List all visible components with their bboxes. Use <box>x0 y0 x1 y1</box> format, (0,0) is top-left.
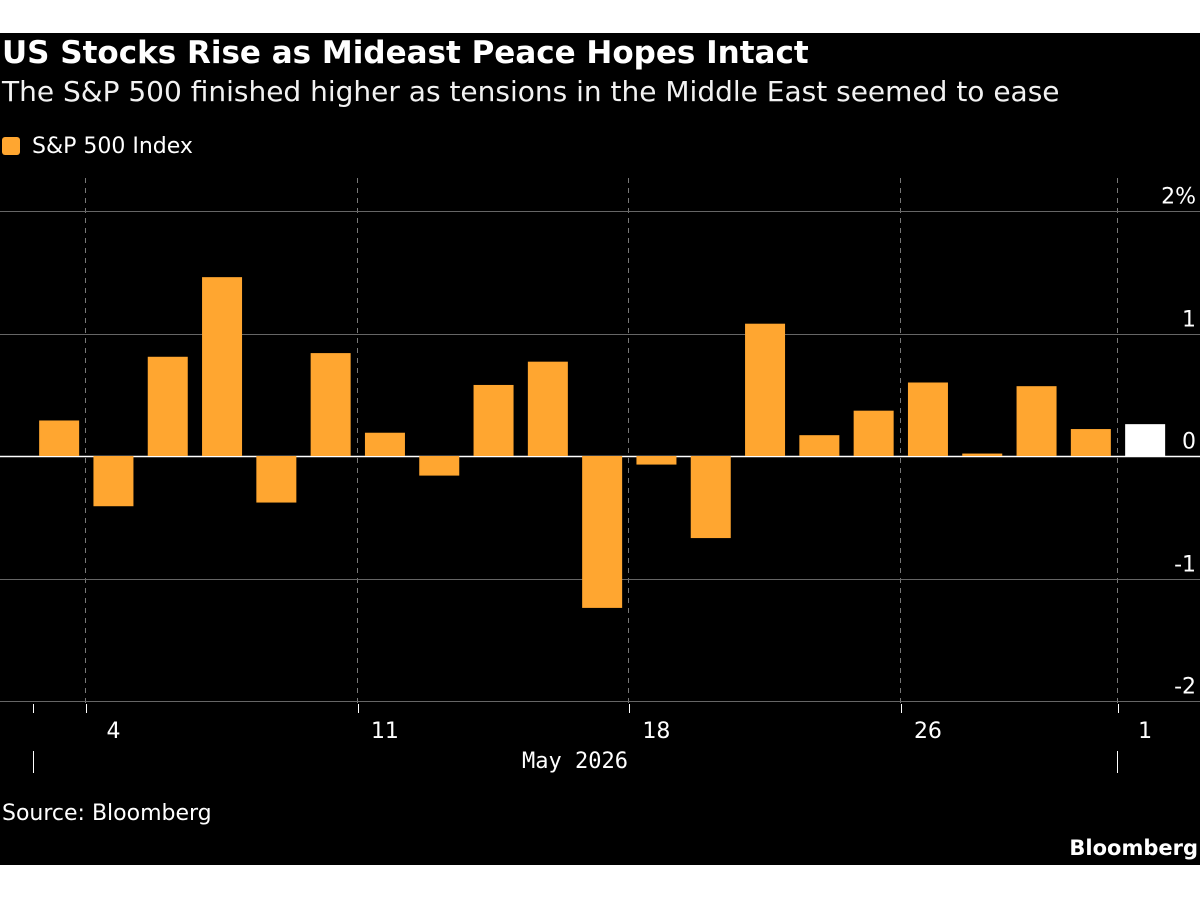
bar <box>1070 429 1111 456</box>
bar <box>799 435 840 456</box>
bloomberg-logo: Bloomberg <box>1069 836 1198 860</box>
bar <box>582 456 623 608</box>
legend-label: S&P 500 Index <box>32 133 193 159</box>
x-tick-label: 18 <box>642 719 670 744</box>
legend-swatch <box>2 137 20 155</box>
month-label: May 2026 <box>522 749 628 774</box>
bar <box>39 420 80 456</box>
bar <box>853 410 894 456</box>
y-tick-label: 0 <box>1182 430 1196 455</box>
y-tick-label: -1 <box>1174 553 1196 578</box>
bar <box>256 456 297 503</box>
bar <box>962 453 1003 456</box>
x-tick-label: 4 <box>106 719 120 744</box>
y-tick-label: -2 <box>1174 675 1196 700</box>
legend: S&P 500 Index <box>2 131 193 161</box>
bar <box>636 456 677 465</box>
y-tick-label: 1 <box>1182 308 1196 333</box>
y-tick-label: 2% <box>1161 185 1196 210</box>
bar <box>310 353 351 456</box>
latest-bar <box>1125 424 1166 456</box>
bar-chart: 2% 1 0 -1 -2 4 11 18 26 1 May 2026 <box>0 178 1200 774</box>
bar <box>364 432 405 456</box>
x-tick-label: 11 <box>371 719 399 744</box>
source-note: Source: Bloomberg <box>2 801 212 826</box>
chart-frame: 2% 1 0 -1 -2 4 11 18 26 1 May 2026 US Stocks Rise … <box>0 33 1200 865</box>
bar <box>473 384 514 456</box>
bar <box>147 356 188 456</box>
bar <box>419 456 460 476</box>
bar <box>690 456 731 539</box>
bar <box>202 277 243 456</box>
chart-subtitle: The S&P 500 finished higher as tensions … <box>2 75 1060 108</box>
bar <box>907 382 948 456</box>
x-tick-label: 1 <box>1138 719 1152 744</box>
bar <box>93 456 134 507</box>
x-tick-label: 26 <box>914 719 942 744</box>
bar <box>745 323 786 456</box>
bar <box>527 361 568 456</box>
chart-title: US Stocks Rise as Mideast Peace Hopes In… <box>2 35 809 71</box>
bar <box>1016 386 1057 456</box>
